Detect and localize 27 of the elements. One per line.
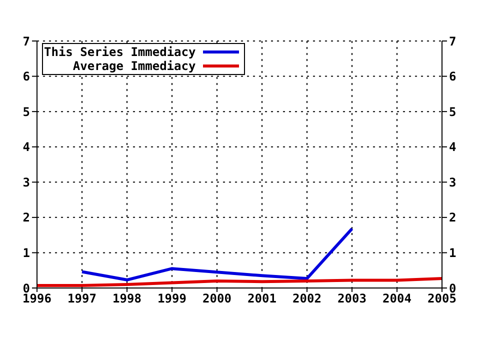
y-tick-label: 2 — [22, 210, 30, 225]
y-tick-label: 3 — [22, 175, 30, 190]
x-tick-label: 1996 — [22, 292, 52, 306]
x-tick-label: 1998 — [112, 292, 142, 306]
line-series — [80, 227, 354, 282]
legend-label: Average Immediacy — [72, 59, 196, 73]
x-tick-label: 2004 — [382, 292, 412, 306]
y-tick-label: 4 — [22, 140, 30, 154]
x-tick-label: 1999 — [158, 292, 186, 306]
legend-label: This Series Immediacy — [44, 45, 196, 59]
y-tick-label: 1 — [22, 246, 30, 260]
x-tick-label: 2002 — [292, 292, 322, 306]
x-tick-label: 2000 — [202, 292, 232, 306]
y-tick-label: 5 — [22, 104, 30, 119]
y2-tick-label: 1 — [449, 246, 456, 260]
y2-tick-label: 4 — [449, 140, 456, 154]
y-tick-label: 6 — [22, 70, 30, 84]
y2-tick-label: 7 — [449, 34, 456, 48]
y2-tick-label: 3 — [449, 175, 456, 190]
x-tick-label: 2001 — [248, 292, 276, 306]
x-tick-label: 2003 — [338, 292, 366, 306]
x-tick-label: 2005 — [428, 292, 456, 306]
y2-tick-label: 2 — [449, 210, 456, 225]
y-tick-label: 7 — [22, 34, 30, 48]
y2-tick-label: 5 — [449, 104, 456, 119]
x-tick-label: 1997 — [68, 292, 96, 306]
y2-tick-label: 6 — [449, 70, 456, 84]
